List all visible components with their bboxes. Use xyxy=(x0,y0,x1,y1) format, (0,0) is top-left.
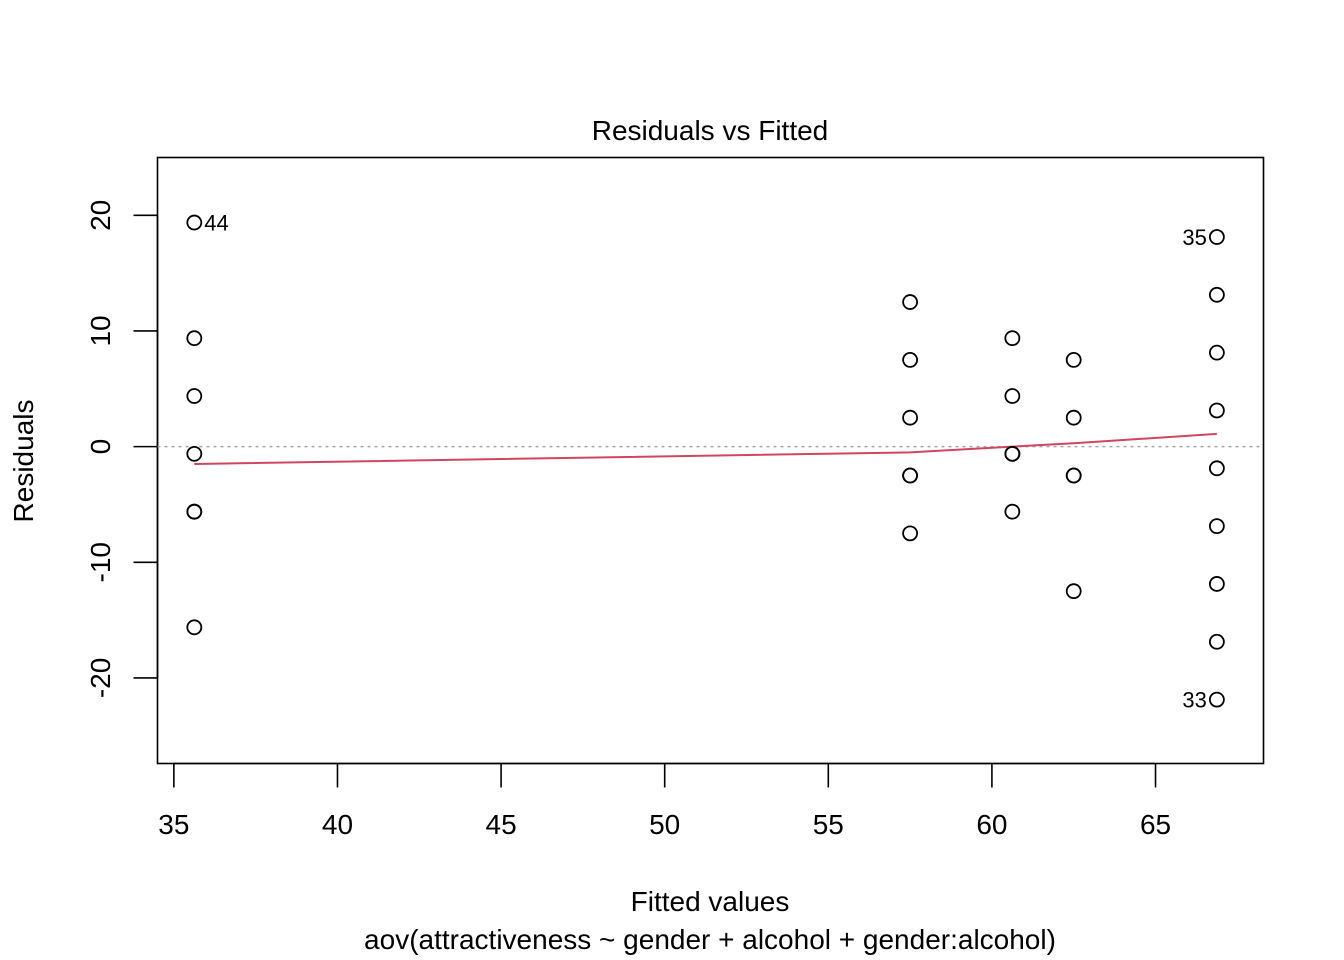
residual-point xyxy=(1208,402,1225,419)
residual-point xyxy=(186,388,203,404)
x-tick-label: 60 xyxy=(976,809,1007,840)
point-label: 44 xyxy=(204,211,228,236)
residual-point xyxy=(1065,351,1082,368)
residual-point xyxy=(186,214,203,231)
model-formula-label: aov(attractiveness ~ gender + alcohol + … xyxy=(364,924,1056,955)
y-axis-label: Residuals xyxy=(8,400,39,523)
residual-point xyxy=(1208,460,1225,477)
residual-point xyxy=(1208,229,1225,245)
residual-point xyxy=(1208,344,1225,361)
residual-point xyxy=(1208,518,1225,535)
point-label: 33 xyxy=(1182,688,1206,713)
y-tick-label: -10 xyxy=(85,542,116,582)
smoother-line xyxy=(194,432,1217,465)
residual-point xyxy=(1004,445,1021,462)
residual-point xyxy=(186,619,203,636)
residual-point xyxy=(902,351,919,368)
residual-point xyxy=(186,330,203,347)
chart-marks: 44 35 33 xyxy=(157,211,1264,713)
residual-point xyxy=(1208,691,1225,708)
residual-point xyxy=(902,467,919,484)
x-tick-label: 45 xyxy=(486,809,517,840)
x-tick-label: 65 xyxy=(1140,809,1171,840)
residual-point xyxy=(1065,467,1082,484)
x-tick-label: 55 xyxy=(813,809,844,840)
residual-point xyxy=(1208,633,1225,650)
x-tick-label: 40 xyxy=(322,809,353,840)
chart-title: Residuals vs Fitted xyxy=(592,115,829,146)
y-tick-label: 20 xyxy=(85,200,116,231)
y-tick-label: -20 xyxy=(85,658,116,698)
residual-point xyxy=(902,409,919,426)
residual-point xyxy=(1004,388,1021,404)
plot-frame xyxy=(156,156,1265,765)
x-axis-label: Fitted values xyxy=(631,886,790,917)
y-tick-label: 10 xyxy=(85,315,116,346)
residual-point xyxy=(902,525,919,542)
residual-point xyxy=(186,503,203,520)
y-tick-label: 0 xyxy=(85,439,116,455)
residual-point xyxy=(186,445,203,462)
residual-point xyxy=(1065,583,1082,600)
point-label: 35 xyxy=(1182,225,1206,250)
x-tick-label: 50 xyxy=(649,809,680,840)
x-tick-label: 35 xyxy=(158,809,189,840)
y-axis: -20 -10 0 10 20 xyxy=(85,200,159,698)
residual-point xyxy=(1004,330,1021,347)
residual-point xyxy=(902,294,919,310)
residual-point xyxy=(1065,409,1082,426)
residual-point xyxy=(1004,503,1021,520)
residual-point xyxy=(1208,576,1225,592)
residual-point xyxy=(1208,286,1225,303)
x-axis: 35 40 45 50 55 60 65 xyxy=(158,762,1171,840)
